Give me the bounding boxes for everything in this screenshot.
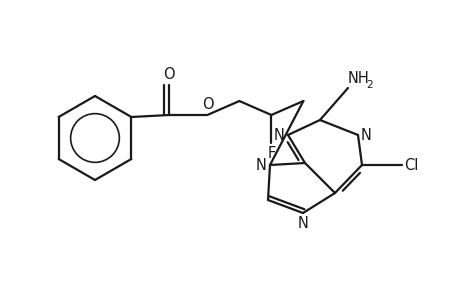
Text: F: F [267, 146, 275, 161]
Text: O: O [163, 67, 175, 82]
Text: Cl: Cl [403, 158, 418, 172]
Text: O: O [202, 97, 214, 112]
Text: NH: NH [347, 71, 369, 86]
Text: N: N [274, 128, 285, 142]
Text: N: N [297, 216, 308, 231]
Text: 2: 2 [365, 80, 372, 90]
Text: N: N [256, 158, 266, 172]
Text: N: N [360, 128, 371, 142]
